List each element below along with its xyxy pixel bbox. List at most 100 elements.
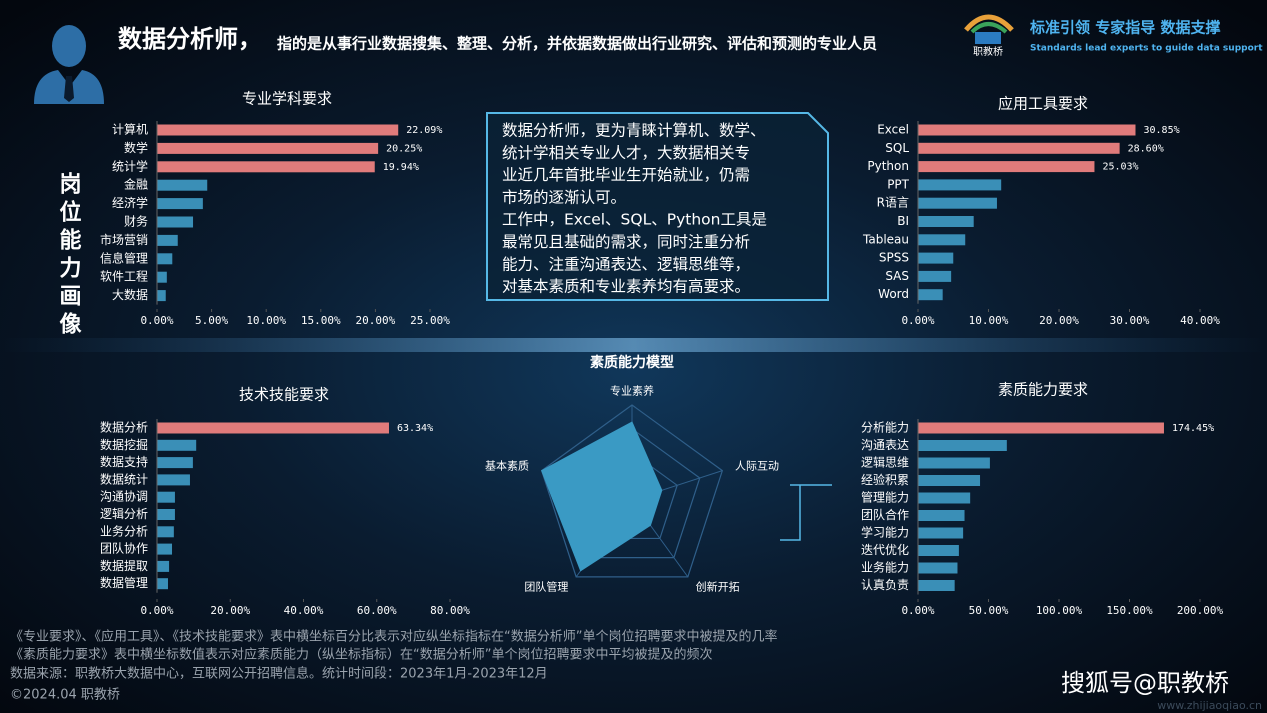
bar	[918, 545, 959, 556]
x-tick-label: 0.00%	[140, 314, 173, 327]
bar	[918, 492, 971, 504]
y-tick-label: Word	[878, 287, 909, 301]
bar	[157, 578, 168, 590]
y-tick-label: 团队协作	[100, 541, 148, 556]
chart-title: 应用工具要求	[998, 95, 1088, 113]
x-tick-label: 20.00%	[210, 604, 250, 617]
description-line: 统计学相关专业人才，大数据相关专	[502, 144, 750, 162]
x-tick-label: 80.00%	[430, 604, 470, 617]
x-tick-label: 20.00%	[356, 314, 396, 327]
x-tick-label: 0.00%	[901, 604, 934, 617]
bar	[157, 439, 197, 451]
y-tick-label: 沟通协调	[100, 489, 148, 504]
y-tick-label: 业务分析	[100, 523, 148, 538]
footnote: 《专业要求》、《应用工具》、《技术技能要求》表中横坐标百分比表示对应纵坐标指标在…	[10, 629, 777, 645]
description-line: 市场的逐渐认可。	[502, 188, 626, 206]
bar	[918, 270, 952, 282]
y-tick-label: 计算机	[112, 122, 148, 137]
bar	[918, 161, 1095, 173]
y-tick-label: 沟通表达	[861, 438, 909, 452]
bar	[157, 198, 203, 210]
y-tick-label: 数学	[124, 140, 148, 155]
bar	[918, 179, 1002, 191]
website: www.zhijiaoqiao.cn	[1157, 699, 1262, 712]
logo-slogan: 标准引领 专家指导 数据支撑	[1029, 19, 1220, 37]
bar	[157, 457, 193, 469]
value-label: 25.03%	[1102, 162, 1138, 173]
y-tick-label: 市场营销	[100, 232, 148, 247]
bar	[157, 161, 375, 173]
x-tick-label: 15.00%	[301, 314, 341, 327]
value-label: 63.34%	[397, 423, 433, 434]
description-box	[486, 112, 829, 301]
light-band	[0, 338, 1267, 352]
y-tick-label: 认真负责	[861, 578, 909, 592]
x-tick-label: 0.00%	[140, 604, 173, 617]
logo-slogan-en: Standards lead experts to guide data sup…	[1030, 44, 1263, 54]
value-label: 174.45%	[1172, 423, 1214, 434]
bar	[918, 510, 965, 521]
footnote: 《素质能力要求》表中横坐标数值表示对应素质能力（纵坐标指标）在“数据分析师”单个…	[10, 647, 712, 663]
footnote: ©2024.04 职教桥	[10, 687, 120, 703]
x-tick-label: 25.00%	[410, 314, 450, 327]
bar	[157, 422, 389, 434]
y-tick-label: 团队合作	[861, 507, 909, 522]
y-tick-label: R语言	[877, 196, 909, 210]
logo-name: 职教桥	[973, 45, 1003, 58]
y-tick-label: 数据挖掘	[100, 437, 148, 452]
value-label: 20.25%	[386, 143, 422, 154]
logo	[964, 14, 1014, 44]
description-line: 工作中，Excel、SQL、Python工具是	[502, 211, 767, 229]
y-tick-label: 大数据	[112, 287, 148, 302]
y-tick-label: 财务	[124, 214, 148, 229]
x-tick-label: 100.00%	[1036, 604, 1083, 617]
y-tick-label: 逻辑分析	[100, 507, 148, 521]
y-tick-label: 数据统计	[100, 471, 148, 486]
y-tick-label: 逻辑思维	[861, 456, 909, 470]
x-tick-label: 30.00%	[1110, 314, 1150, 327]
bar	[157, 234, 178, 246]
value-label: 19.94%	[383, 162, 419, 173]
bar	[918, 580, 955, 591]
y-tick-label: 经验积累	[861, 472, 909, 487]
y-tick-label: SQL	[885, 141, 909, 155]
description-line: 业近几年首批毕业生开始就业，仍需	[502, 166, 750, 184]
y-tick-label: Python	[867, 159, 909, 173]
bar	[918, 440, 1007, 451]
y-tick-label: Tableau	[862, 232, 909, 246]
watermark: 搜狐号@职教桥	[1061, 669, 1229, 697]
x-tick-label: 0.00%	[901, 314, 934, 327]
y-tick-label: 经济学	[112, 195, 148, 210]
x-tick-label: 60.00%	[357, 604, 397, 617]
y-tick-label: 统计学	[112, 158, 148, 173]
bar	[157, 560, 170, 572]
y-tick-label: 学习能力	[861, 525, 909, 540]
bar	[918, 124, 1136, 136]
y-tick-label: 数据支持	[100, 454, 148, 469]
value-label: 22.09%	[406, 125, 442, 136]
radar-label: 基本素质	[485, 459, 529, 473]
bar	[157, 142, 379, 154]
radar-label: 专业素养	[610, 384, 654, 398]
value-label: 30.85%	[1143, 125, 1179, 136]
x-tick-label: 150.00%	[1106, 604, 1153, 617]
x-tick-label: 40.00%	[1180, 314, 1220, 327]
bar	[918, 289, 943, 301]
y-tick-label: BI	[897, 214, 909, 228]
y-tick-label: SPSS	[879, 251, 909, 265]
description-line: 数据分析师，更为青睐计算机、数学、	[502, 121, 766, 140]
x-tick-label: 10.00%	[969, 314, 1009, 327]
bar	[918, 252, 954, 264]
bar	[157, 253, 173, 265]
y-tick-label: SAS	[885, 269, 909, 283]
x-tick-label: 200.00%	[1177, 604, 1224, 617]
bar	[157, 124, 399, 136]
header-subtitle: 指的是从事行业数据搜集、整理、分析，并依据数据做出行业研究、评估和预测的专业人员	[277, 35, 877, 53]
x-tick-label: 50.00%	[969, 604, 1009, 617]
bar	[918, 527, 964, 539]
bar	[918, 475, 981, 486]
y-tick-label: 软件工程	[100, 269, 148, 284]
x-tick-label: 10.00%	[246, 314, 286, 327]
side-label: 岗位能力画像	[56, 172, 82, 340]
